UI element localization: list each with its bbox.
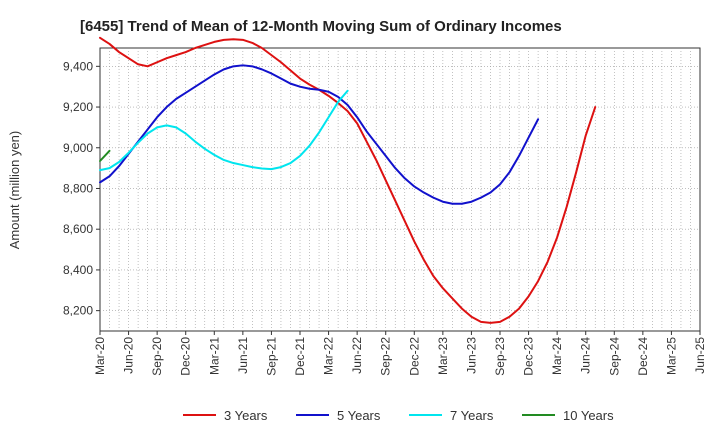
x-tick-label: Jun-22 [350, 337, 364, 374]
x-tick-label: Dec-22 [407, 337, 421, 376]
x-axis-ticks: Mar-20 Jun-20 Sep-20 Dec-20 Mar-21 Jun-21 Sep-… [93, 331, 707, 376]
x-tick-label: Mar-25 [664, 337, 678, 375]
x-tick-label: Jun-24 [579, 337, 593, 374]
x-tick-label: Mar-20 [93, 337, 107, 375]
x-tick-label: Mar-24 [550, 337, 564, 375]
x-tick-label: Sep-20 [150, 337, 164, 376]
series-line-3-years [99, 36, 597, 324]
x-tick-label: Mar-21 [207, 337, 221, 375]
x-tick-label: Dec-24 [636, 337, 650, 376]
legend-label-5-years: 5 Years [337, 408, 381, 423]
y-tick-label: 9,400 [63, 59, 93, 73]
x-tick-label: Jun-20 [122, 337, 136, 374]
y-tick-label: 8,200 [63, 304, 93, 318]
plot-area [99, 47, 701, 332]
series-line-10-years [99, 149, 111, 162]
y-tick-label: 8,600 [63, 222, 93, 236]
legend-label-7-years: 7 Years [450, 408, 494, 423]
legend-label-10-years: 10 Years [563, 408, 614, 423]
y-tick-label: 9,200 [63, 100, 93, 114]
y-tick-label: 9,000 [63, 141, 93, 155]
chart-title: [6455] Trend of Mean of 12-Month Moving … [80, 18, 562, 35]
y-axis-ticks: 8,200 8,400 8,600 8,800 9,000 9,200 9,400 [63, 59, 100, 318]
x-tick-label: Dec-20 [179, 337, 193, 376]
x-tick-label: Dec-21 [293, 337, 307, 376]
y-tick-label: 8,400 [63, 263, 93, 277]
legend: 3 Years 5 Years 7 Years 10 Years [183, 408, 614, 423]
series-layer [99, 36, 597, 324]
series-line-5-years [99, 64, 540, 205]
x-tick-label: Jun-23 [464, 337, 478, 374]
grid [100, 48, 700, 331]
x-tick-label: Mar-22 [322, 337, 336, 375]
y-tick-label: 8,800 [63, 181, 93, 195]
x-tick-label: Mar-23 [436, 337, 450, 375]
series-line-7-years [99, 89, 349, 172]
x-tick-label: Jun-21 [236, 337, 250, 374]
x-tick-label: Sep-23 [493, 337, 507, 376]
y-axis-label: Amount (million yen) [7, 131, 22, 250]
legend-label-3-years: 3 Years [224, 408, 268, 423]
x-tick-label: Dec-23 [522, 337, 536, 376]
x-tick-label: Jun-25 [693, 337, 707, 374]
x-tick-label: Sep-21 [264, 337, 278, 376]
x-tick-label: Sep-22 [379, 337, 393, 376]
x-tick-label: Sep-24 [607, 337, 621, 376]
